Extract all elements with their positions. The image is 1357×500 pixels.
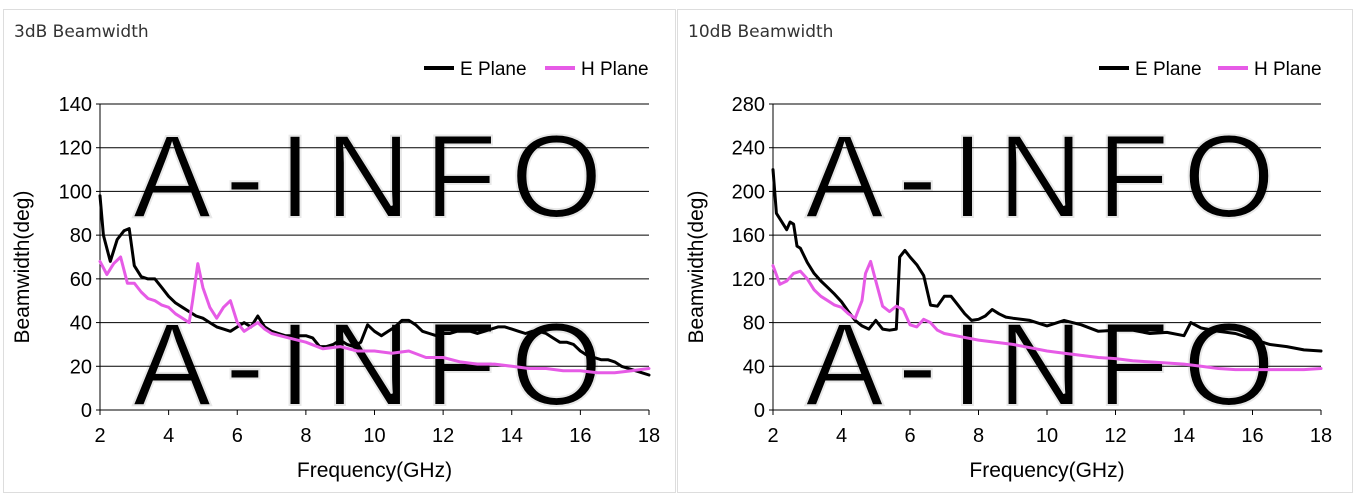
x-tick-label: 4	[836, 425, 847, 447]
series-line-h-plane	[771, 259, 1323, 372]
chart-title: 10dB Beamwidth	[688, 22, 834, 42]
y-tick-label: 100	[59, 181, 92, 203]
y-axis-label: Beamwidth(deg)	[685, 191, 708, 344]
legend-label: E Plane	[1135, 59, 1202, 80]
y-tick-label: 120	[59, 138, 92, 160]
series-line-e-plane	[771, 168, 1323, 353]
y-tick-label: 0	[81, 400, 92, 422]
chart-panel-3db: 3dB Beamwidth A-INFO A-INFO 0 20 40 60 80 100 12…	[3, 9, 676, 493]
y-tick-label: 60	[70, 269, 92, 291]
x-tick-label: 2	[767, 425, 778, 447]
y-tick-label: 280	[732, 94, 765, 116]
legend: E Plane H Plane	[424, 59, 649, 80]
y-tick-label: 200	[732, 181, 765, 203]
x-tick-label: 8	[300, 425, 311, 447]
legend-label: H Plane	[581, 59, 649, 80]
y-tick-label: 20	[70, 356, 92, 378]
y-tick-label: 40	[743, 356, 765, 378]
legend: E Plane H Plane	[1099, 59, 1322, 80]
x-tick-label: 18	[1310, 425, 1332, 447]
x-tick-label: 12	[432, 425, 454, 447]
x-axis-label: Frequency(GHz)	[297, 459, 452, 482]
series-line-h-plane	[98, 255, 651, 375]
y-tick-label: 140	[59, 94, 92, 116]
x-tick-label: 10	[363, 425, 385, 447]
x-tick-label: 18	[638, 425, 660, 447]
x-tick-label: 8	[973, 425, 984, 447]
y-tick-label: 80	[70, 225, 92, 247]
legend-label: E Plane	[460, 59, 527, 80]
y-tick-label: 240	[732, 138, 765, 160]
y-tick-label: 160	[732, 225, 765, 247]
y-tick-label: 120	[732, 269, 765, 291]
chart-panel-10db: 10dB Beamwidth A-INFO A-INFO 0 40 80 120 160 20…	[677, 9, 1353, 493]
legend-label: H Plane	[1254, 59, 1322, 80]
y-tick-label: 40	[70, 313, 92, 335]
series-line-e-plane	[98, 194, 651, 377]
x-tick-label: 14	[501, 425, 523, 447]
watermark-text: A-INFO	[805, 111, 1289, 243]
x-tick-label: 16	[569, 425, 591, 447]
x-tick-label: 12	[1104, 425, 1126, 447]
x-tick-label: 14	[1173, 425, 1195, 447]
x-tick-label: 6	[232, 425, 243, 447]
y-tick-label: 0	[754, 400, 765, 422]
x-tick-label: 16	[1241, 425, 1263, 447]
y-tick-label: 80	[743, 313, 765, 335]
x-tick-label: 10	[1036, 425, 1058, 447]
x-axis-label: Frequency(GHz)	[969, 459, 1124, 482]
watermark-text: A-INFO	[133, 111, 617, 243]
x-tick-label: 2	[94, 425, 105, 447]
x-tick-label: 4	[163, 425, 174, 447]
x-tick-label: 6	[904, 425, 915, 447]
y-axis-label: Beamwidth(deg)	[11, 191, 34, 344]
chart-title: 3dB Beamwidth	[14, 22, 149, 42]
